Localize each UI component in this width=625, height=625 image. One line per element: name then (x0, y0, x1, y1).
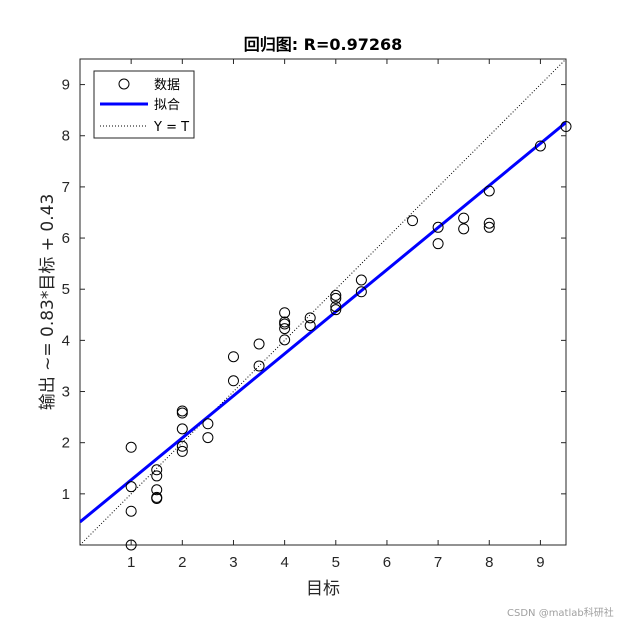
data-point (330, 289, 342, 301)
data-point (304, 320, 316, 332)
data-point (279, 316, 291, 328)
data-point (355, 286, 367, 298)
data-point (330, 292, 342, 304)
data-point (483, 221, 495, 233)
x-tick-label: 5 (332, 554, 340, 571)
x-axis-label: 目标 (306, 579, 340, 599)
legend: 数据 拟合 Y = T (93, 70, 195, 139)
y-tick-label: 1 (62, 486, 70, 503)
data-point (151, 484, 163, 496)
y-tick-label: 5 (62, 281, 70, 298)
data-point (176, 423, 188, 435)
x-tick-label: 7 (434, 554, 442, 571)
x-tick-label: 3 (229, 554, 237, 571)
data-point (125, 441, 137, 453)
y-tick-label: 9 (62, 77, 70, 94)
x-tick-label: 8 (485, 554, 493, 571)
data-point (151, 464, 163, 476)
data-point (176, 445, 188, 457)
data-points (125, 121, 572, 551)
y-tick-label: 4 (62, 332, 70, 349)
data-point (202, 418, 214, 430)
data-point (304, 312, 316, 324)
axis-ticks: 1 2 3 4 5 6 7 8 9 1 2 3 4 5 6 7 8 9 (62, 59, 566, 571)
y-tick-label: 3 (62, 384, 70, 401)
x-tick-label: 1 (127, 554, 135, 571)
data-point (330, 301, 342, 313)
y-tick-label: 7 (62, 179, 70, 196)
data-point (330, 304, 342, 316)
x-tick-label: 9 (536, 554, 544, 571)
data-point (202, 432, 214, 444)
data-point (432, 238, 444, 250)
data-point (432, 221, 444, 233)
y-tick-label: 8 (62, 128, 70, 145)
x-tick-label: 6 (383, 554, 391, 571)
data-point (176, 440, 188, 452)
data-point (560, 121, 572, 133)
data-point (483, 217, 495, 229)
y-tick-label: 6 (62, 230, 70, 247)
data-point (279, 334, 291, 346)
legend-label-identity: Y = T (153, 120, 189, 135)
data-point (227, 375, 239, 387)
data-point (483, 185, 495, 197)
data-point (253, 338, 265, 350)
legend-marker-data (118, 78, 130, 90)
data-point (151, 470, 163, 482)
data-point (253, 360, 265, 372)
data-point (458, 212, 470, 224)
chart-title: 回归图: R=0.97268 (244, 35, 403, 54)
data-point (125, 505, 137, 517)
data-point (534, 140, 546, 152)
y-equals-t-line (80, 59, 566, 545)
data-point (151, 491, 163, 503)
x-tick-label: 2 (178, 554, 186, 571)
y-equals-t-line-path (80, 59, 566, 545)
data-point (125, 539, 137, 551)
legend-label-data: 数据 (154, 78, 180, 93)
data-point (227, 351, 239, 363)
data-point (279, 323, 291, 335)
data-point (458, 223, 470, 235)
data-point (355, 274, 367, 286)
data-point (407, 215, 419, 227)
x-tick-label: 4 (280, 554, 288, 571)
legend-label-fit: 拟合 (154, 98, 180, 113)
watermark: CSDN @matlab科研社 (507, 606, 614, 619)
data-point (125, 481, 137, 493)
y-tick-label: 2 (62, 435, 70, 452)
data-point (279, 307, 291, 319)
data-point (176, 405, 188, 417)
y-axis-label: 输出 ~= 0.83*目标 + 0.43 (38, 194, 58, 411)
